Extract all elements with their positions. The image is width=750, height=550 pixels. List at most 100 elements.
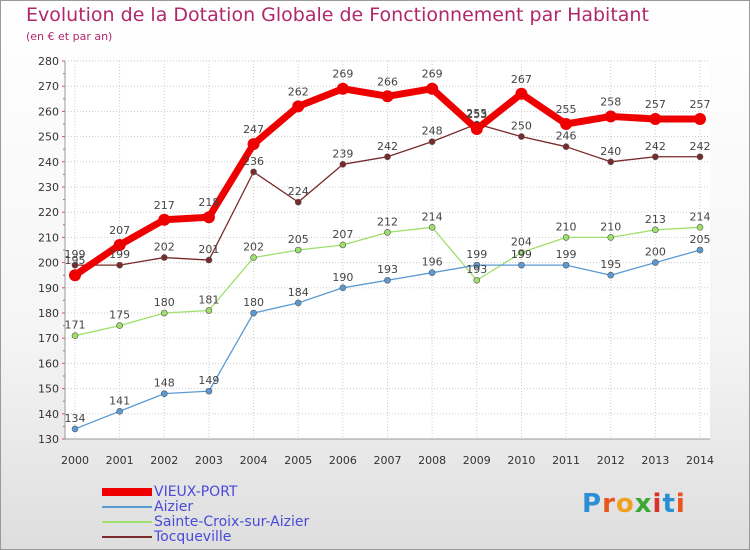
legend-label: VIEUX-PORT xyxy=(154,484,238,500)
data-label: 180 xyxy=(154,296,175,309)
data-label: 195 xyxy=(600,258,621,271)
data-label: 199 xyxy=(511,248,532,261)
data-point xyxy=(607,234,615,241)
data-label: 199 xyxy=(556,248,577,261)
data-point xyxy=(339,284,347,292)
y-tick-label: 210 xyxy=(38,231,59,244)
y-tick-label: 170 xyxy=(38,332,59,345)
data-label: 214 xyxy=(422,210,443,223)
legend-label: Sainte-Croix-sur-Aizier xyxy=(154,514,310,530)
y-tick-label: 250 xyxy=(38,131,59,144)
data-label: 246 xyxy=(556,130,577,143)
data-point xyxy=(116,261,123,269)
data-point xyxy=(158,213,171,226)
data-point xyxy=(113,238,126,251)
data-label: 250 xyxy=(511,120,532,133)
data-label: 205 xyxy=(288,233,309,246)
y-tick-label: 180 xyxy=(38,307,59,320)
data-point xyxy=(384,276,391,284)
data-label: 262 xyxy=(288,85,309,98)
data-label: 255 xyxy=(556,103,577,116)
y-tick-label: 260 xyxy=(38,105,59,118)
data-point xyxy=(696,224,704,231)
data-label: 257 xyxy=(690,98,711,111)
data-point xyxy=(607,158,615,166)
y-tick-label: 140 xyxy=(38,408,59,421)
y-tick-label: 130 xyxy=(38,433,59,446)
data-point xyxy=(205,307,213,314)
data-point xyxy=(250,168,257,176)
legend-swatch-aizier xyxy=(102,506,152,508)
data-label: 247 xyxy=(243,123,264,136)
logo-letter: t xyxy=(662,489,676,519)
data-point xyxy=(604,110,617,123)
data-label: 207 xyxy=(109,224,130,237)
data-label: 240 xyxy=(600,145,621,158)
data-point xyxy=(607,271,615,279)
chart-title: Evolution de la Dotation Globale de Fonc… xyxy=(26,4,649,26)
x-tick-label: 2007 xyxy=(374,454,402,467)
data-label: 202 xyxy=(154,241,175,254)
data-label: 193 xyxy=(466,263,487,276)
y-tick-label: 280 xyxy=(38,55,59,68)
data-point xyxy=(205,256,213,264)
data-point xyxy=(205,387,213,395)
data-label: 217 xyxy=(154,199,175,212)
data-label: 212 xyxy=(377,215,398,228)
y-tick-label: 150 xyxy=(38,383,59,396)
logo-letter: i xyxy=(675,489,686,519)
x-tick-label: 2002 xyxy=(150,454,178,467)
data-point xyxy=(160,390,168,397)
data-point xyxy=(694,112,706,125)
data-label: 269 xyxy=(422,68,443,81)
data-label: 236 xyxy=(243,155,264,168)
data-point xyxy=(69,269,81,282)
data-point xyxy=(696,153,704,161)
data-label: 201 xyxy=(198,243,219,256)
data-label: 193 xyxy=(377,263,398,276)
data-point xyxy=(247,138,260,151)
y-tick-label: 270 xyxy=(38,80,59,93)
data-point xyxy=(696,246,704,254)
y-tick-label: 220 xyxy=(38,206,59,219)
data-point xyxy=(294,198,302,206)
data-point xyxy=(336,82,349,95)
data-label: 181 xyxy=(198,293,219,306)
logo-letter: r xyxy=(602,489,616,519)
data-point xyxy=(384,153,391,161)
y-tick-label: 190 xyxy=(38,282,59,295)
data-label: 210 xyxy=(556,220,577,233)
x-tick-label: 2008 xyxy=(418,454,446,467)
legend-swatch-sainte-croix xyxy=(102,521,152,523)
data-label: 134 xyxy=(65,412,86,425)
data-label: 248 xyxy=(422,125,443,138)
data-point xyxy=(160,309,168,317)
data-label: 204 xyxy=(511,236,532,249)
data-label: 255 xyxy=(466,107,487,120)
x-tick-label: 2009 xyxy=(463,454,491,467)
data-point xyxy=(71,261,79,269)
data-label: 199 xyxy=(466,248,487,261)
data-label: 180 xyxy=(243,296,264,309)
legend-swatch-tocqueville xyxy=(102,536,152,538)
data-label: 258 xyxy=(600,95,621,108)
proxiti-logo: Proxiti xyxy=(582,489,686,519)
x-tick-label: 2004 xyxy=(240,454,268,467)
data-label: 266 xyxy=(377,75,398,88)
x-tick-label: 2001 xyxy=(106,454,134,467)
chart-subtitle: (en € et par an) xyxy=(26,30,113,43)
data-point xyxy=(339,161,347,168)
data-label: 257 xyxy=(645,98,666,111)
x-tick-label: 2000 xyxy=(61,454,89,467)
data-point xyxy=(518,249,525,256)
data-label: 242 xyxy=(690,140,711,153)
data-label: 210 xyxy=(600,220,621,233)
data-label: 199 xyxy=(65,248,86,261)
data-point xyxy=(562,261,570,269)
data-label: 224 xyxy=(288,185,309,198)
data-point xyxy=(518,133,525,140)
data-point xyxy=(428,138,436,145)
data-label: 200 xyxy=(645,246,666,259)
data-point xyxy=(560,118,573,130)
data-label: 239 xyxy=(332,147,353,160)
